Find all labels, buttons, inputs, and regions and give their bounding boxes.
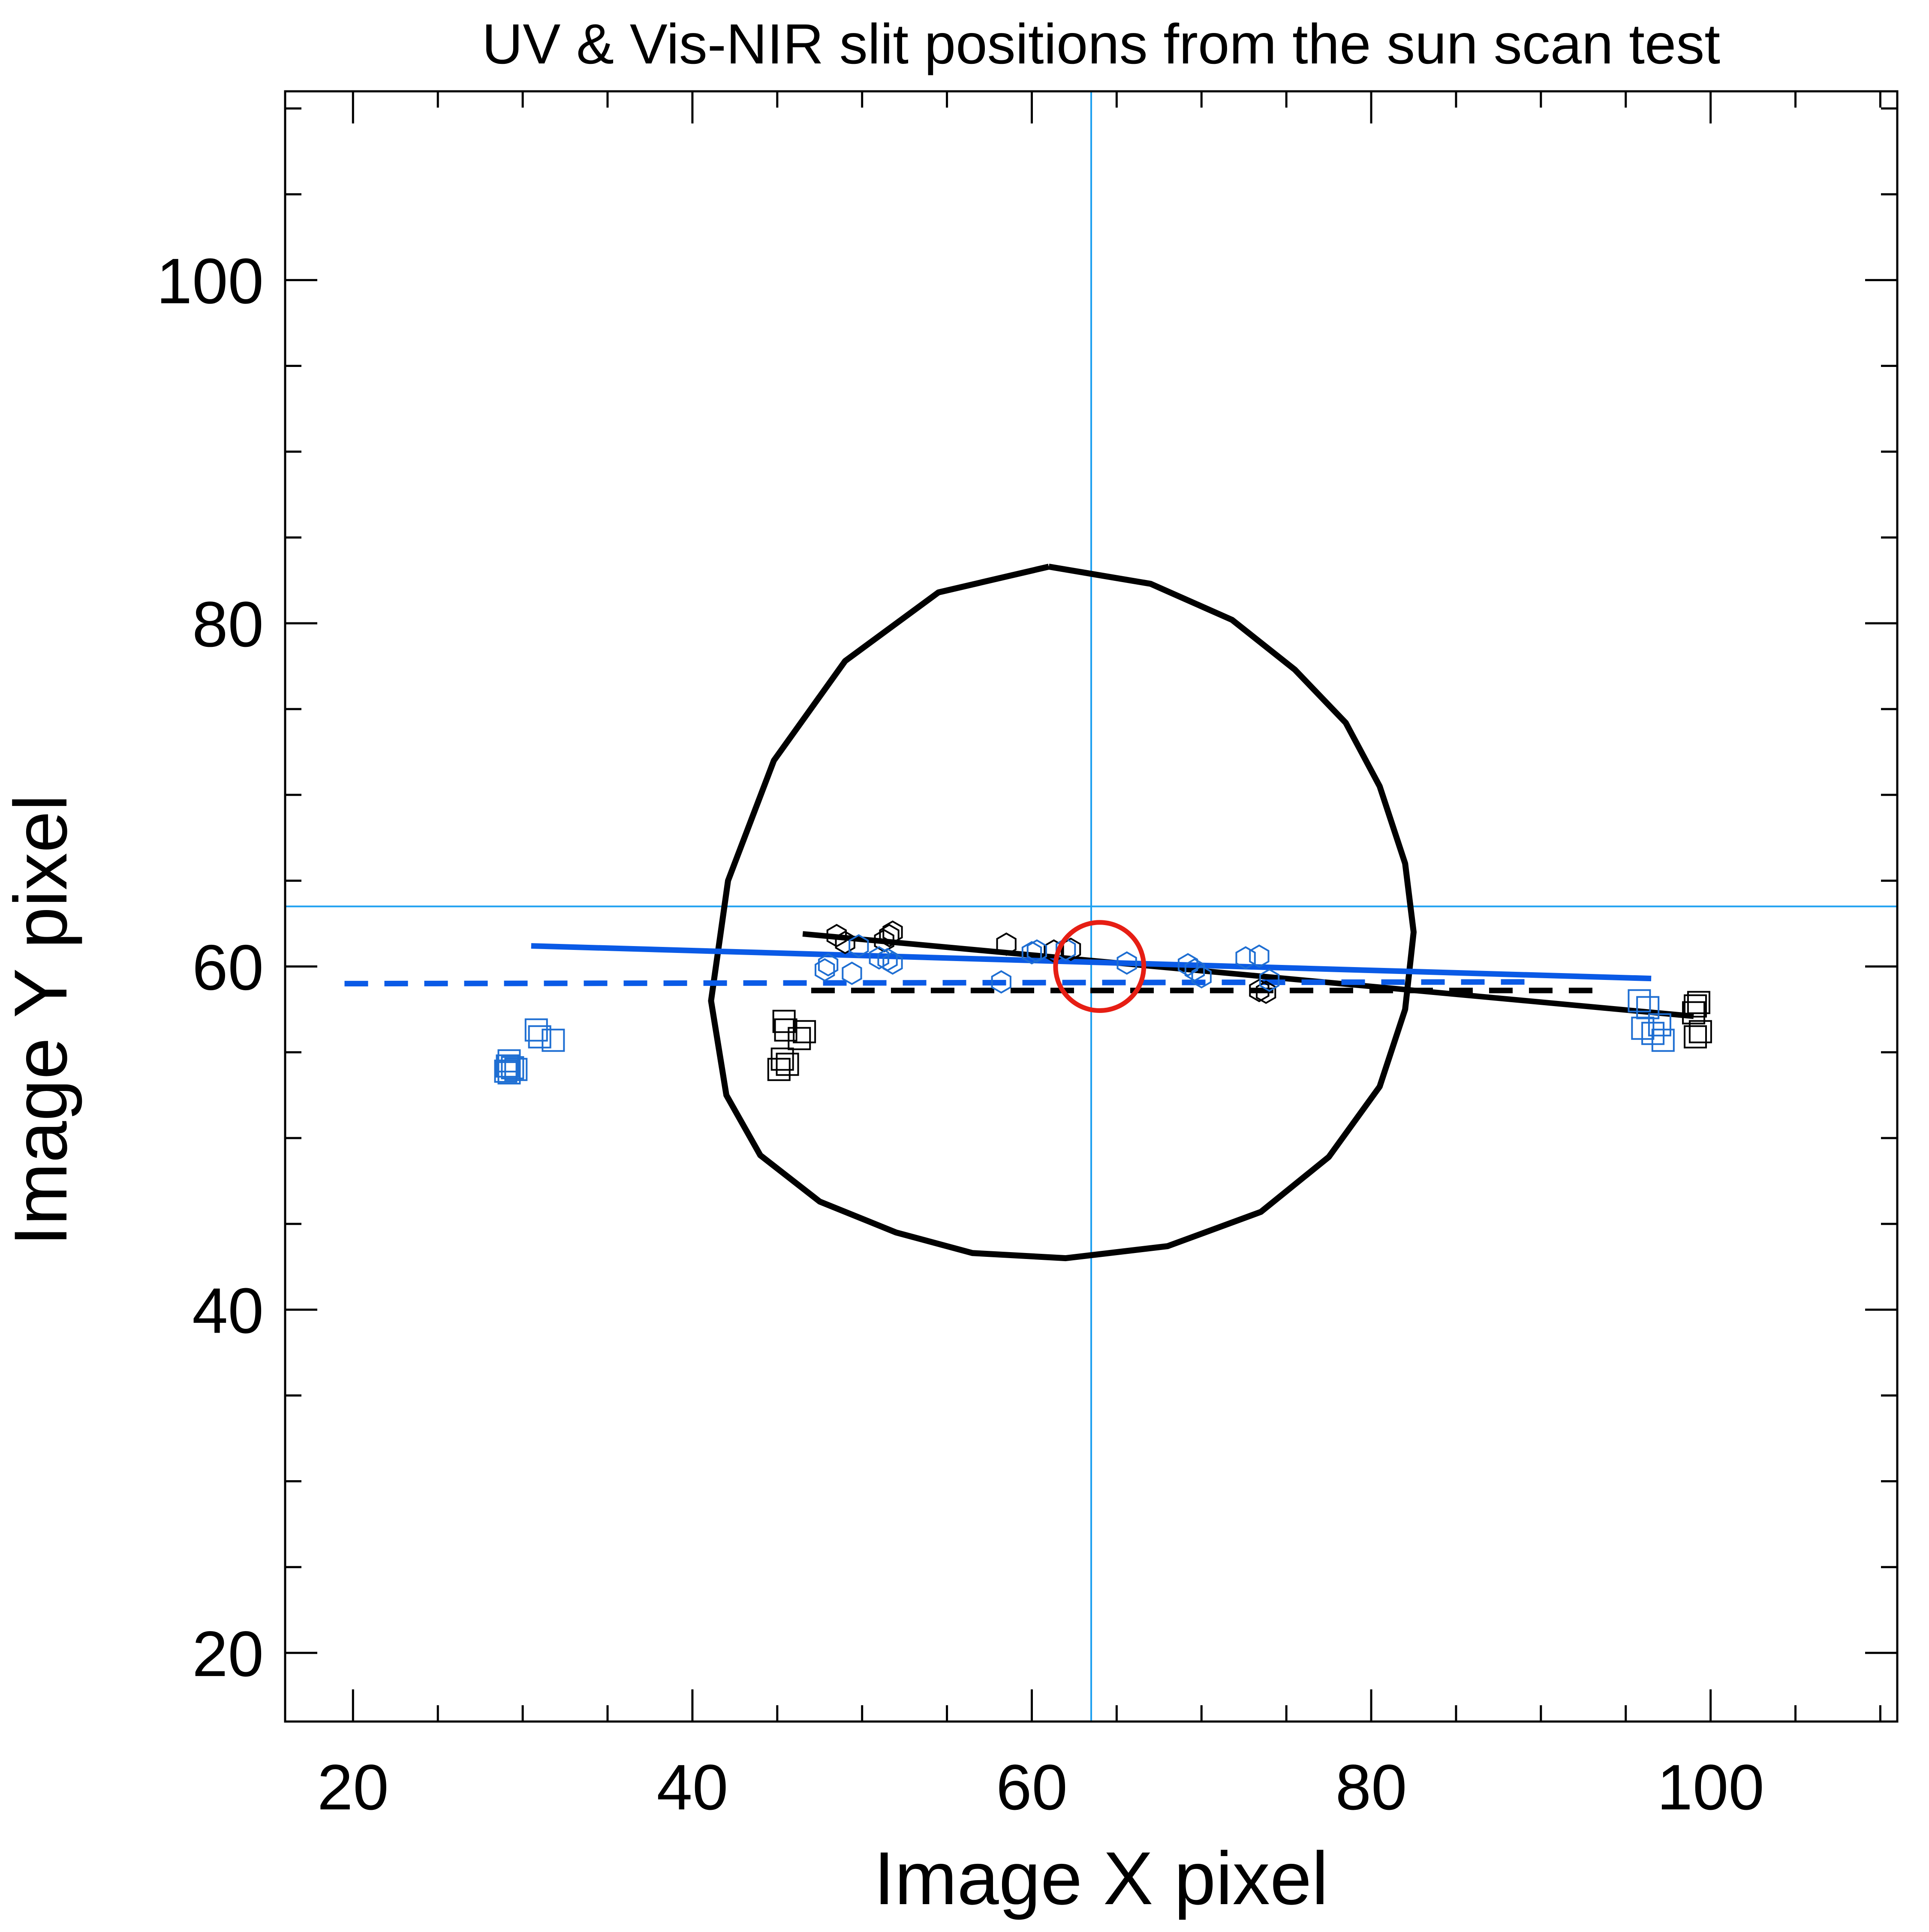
y-tick-label: 100 — [156, 245, 264, 317]
y-tick-label: 80 — [192, 588, 264, 660]
data-point-hexagon — [1184, 958, 1205, 982]
data-point-hexagon — [996, 932, 1017, 956]
target-circle — [1053, 920, 1147, 1013]
data-point-square — [793, 1020, 816, 1043]
data-point-hexagon — [1259, 968, 1280, 992]
data-point-square — [1648, 1013, 1671, 1037]
data-point-square — [497, 1061, 521, 1085]
data-point-hexagon — [818, 953, 839, 977]
data-point-hexagon — [882, 920, 903, 944]
data-point-square — [788, 1027, 811, 1050]
data-point-square — [1688, 1020, 1712, 1043]
data-point-hexagon — [1249, 944, 1270, 968]
x-tick-label: 60 — [996, 1751, 1068, 1823]
data-point-square — [1628, 989, 1651, 1013]
fit-line-blue-solid — [531, 943, 1652, 982]
data-point-hexagon — [815, 958, 835, 982]
y-tick-label: 20 — [192, 1618, 264, 1690]
y-tick-label: 40 — [192, 1274, 264, 1346]
series-point_blue-square — [494, 989, 1675, 1085]
data-point-square — [774, 1018, 797, 1042]
data-point-hexagon — [1021, 941, 1042, 964]
data-point-square — [1651, 1028, 1675, 1052]
data-point-square — [776, 1052, 799, 1076]
data-point-hexagon — [879, 924, 900, 947]
data-point-hexagon — [869, 946, 889, 970]
x-tick-label: 80 — [1336, 1751, 1407, 1823]
data-point-hexagon — [1249, 979, 1270, 1003]
sun-outline — [708, 563, 1417, 1262]
x-axis-label: Image X pixel — [874, 1837, 1328, 1920]
data-point-square — [496, 1054, 519, 1078]
series-black-square — [767, 991, 1712, 1081]
x-tick-label: 40 — [656, 1751, 728, 1823]
x-tick-label: 20 — [317, 1751, 389, 1823]
data-point-hexagon — [1116, 951, 1137, 975]
data-point-hexagon — [1026, 939, 1047, 963]
data-point-hexagon — [1235, 946, 1256, 970]
data-point-square — [770, 1047, 794, 1071]
data-point-square — [497, 1049, 521, 1073]
data-point-square — [1684, 1025, 1707, 1049]
data-point-square — [1682, 1001, 1706, 1025]
data-point-hexagon — [1191, 965, 1212, 989]
data-point-hexagon — [1177, 953, 1198, 977]
data-point-square — [528, 1025, 551, 1049]
chart-title: UV & Vis-NIR slit positions from the sun… — [482, 12, 1720, 75]
data-point-square — [504, 1058, 528, 1081]
data-point-square — [501, 1056, 524, 1079]
data-point-hexagon — [849, 934, 869, 958]
data-point-square — [1684, 994, 1707, 1018]
series-point_blue-hexagon — [815, 934, 1280, 994]
axes: 20 40 60 80 100 20 40 60 80 100 — [156, 90, 1899, 1823]
axes-frame — [284, 90, 1899, 1723]
plot-area — [285, 91, 1897, 1722]
data-point-hexagon — [842, 961, 862, 985]
series-black-hexagon — [826, 920, 1276, 1004]
data-point-hexagon — [1056, 937, 1076, 961]
data-point-hexagon — [882, 951, 903, 975]
data-point-square — [542, 1028, 565, 1052]
y-tick-label: 60 — [192, 931, 264, 1004]
data-point-hexagon — [991, 970, 1011, 994]
y-axis-label: Image Y pixel — [0, 794, 83, 1246]
fit-line-black-solid — [802, 931, 1694, 1019]
x-tick-label: 100 — [1657, 1751, 1764, 1823]
